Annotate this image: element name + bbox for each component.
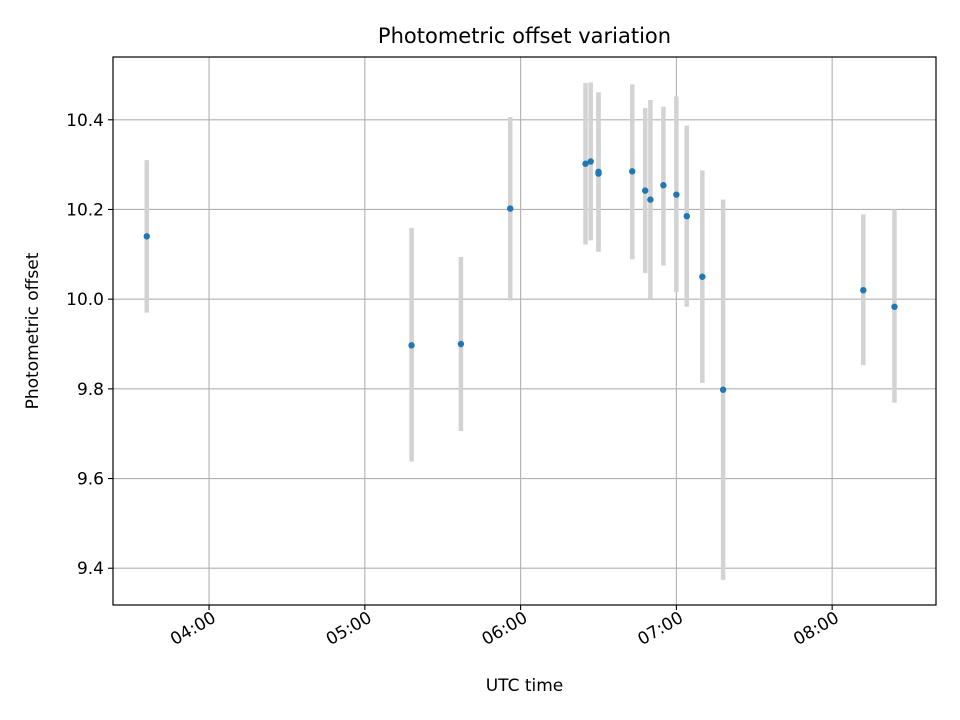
y-tick-label: 9.8	[77, 380, 104, 400]
data-point	[860, 286, 867, 294]
data-point	[507, 205, 514, 212]
y-tick-label: 10.2	[66, 200, 104, 220]
y-axis-label: Photometric offset	[23, 252, 43, 409]
data-point	[408, 342, 415, 349]
data-point	[891, 303, 898, 310]
data-point	[673, 191, 680, 198]
data-point	[647, 196, 654, 203]
data-point	[595, 170, 602, 177]
plot-frame	[112, 56, 937, 606]
y-tick-label: 9.6	[77, 470, 104, 490]
data-point	[582, 160, 589, 167]
y-axis-ticks: 9.4 9.6 9.8 10.0 10.2 10.4	[66, 111, 113, 579]
plot-area	[113, 57, 936, 605]
data-point	[683, 212, 690, 220]
chart-title: Photometric offset variation	[378, 24, 671, 48]
data-point	[719, 386, 727, 393]
data-point	[642, 187, 649, 194]
data-point	[660, 182, 667, 189]
data-points	[143, 158, 898, 393]
y-tick-label: 10.4	[66, 111, 104, 131]
data-point	[587, 158, 594, 165]
x-axis-label: UTC time	[486, 676, 564, 696]
data-point	[143, 233, 150, 240]
grid	[113, 57, 936, 605]
data-point	[699, 273, 706, 280]
data-point	[457, 340, 465, 348]
y-tick-label: 9.4	[77, 559, 104, 579]
data-point	[629, 168, 636, 175]
y-tick-label: 10.0	[66, 290, 104, 310]
